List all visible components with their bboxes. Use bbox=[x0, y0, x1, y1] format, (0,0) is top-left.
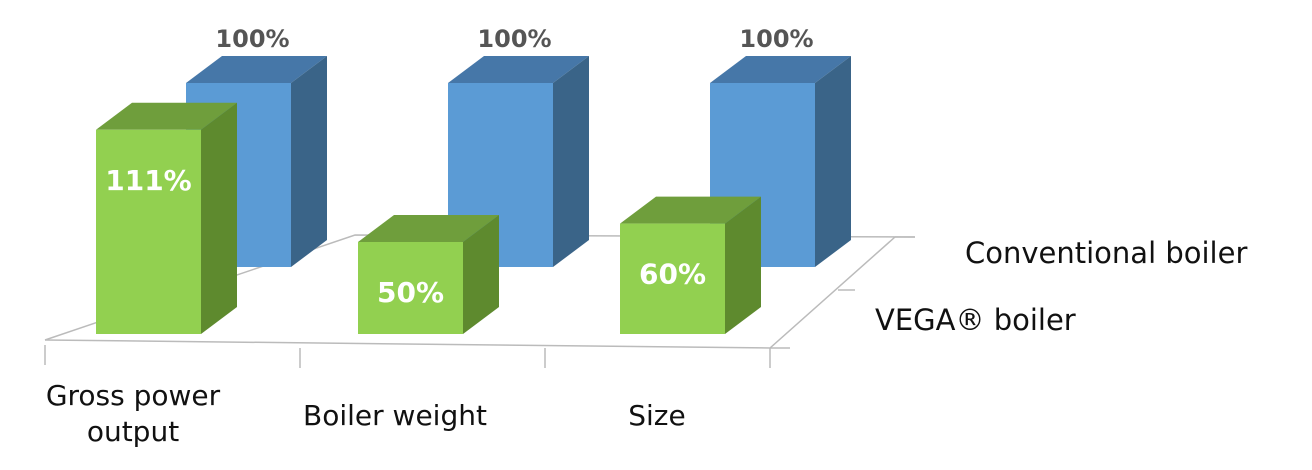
bar bbox=[96, 129, 201, 334]
bar-top bbox=[186, 56, 327, 83]
bar-side bbox=[463, 215, 499, 334]
bar-top bbox=[96, 102, 237, 130]
bar-side bbox=[553, 56, 589, 267]
value-label: 50% bbox=[377, 276, 444, 309]
category-label: Boiler weight bbox=[303, 399, 487, 432]
legend-label: Conventional boiler bbox=[965, 236, 1247, 270]
legend-label: VEGA® boiler bbox=[875, 303, 1076, 337]
value-label: 100% bbox=[215, 25, 289, 53]
value-label: 60% bbox=[639, 258, 706, 291]
value-label: 111% bbox=[105, 164, 192, 197]
bar-top bbox=[620, 196, 761, 224]
bar-side bbox=[201, 102, 237, 334]
bar-top bbox=[448, 56, 589, 83]
bar-side bbox=[291, 56, 327, 267]
bar-top bbox=[358, 215, 499, 242]
bar-top bbox=[710, 56, 851, 83]
value-label: 100% bbox=[739, 25, 813, 53]
bar bbox=[358, 242, 463, 334]
bar-side bbox=[815, 56, 851, 267]
bar-side bbox=[725, 196, 761, 334]
bar bbox=[620, 223, 725, 334]
category-label: Gross power output bbox=[45, 379, 221, 448]
value-label: 100% bbox=[477, 25, 551, 53]
category-label: Size bbox=[628, 399, 686, 432]
